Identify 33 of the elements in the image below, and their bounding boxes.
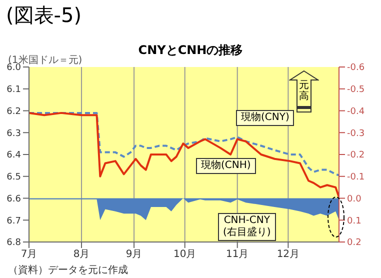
x-tick-label: 9月	[126, 249, 142, 260]
y2-tick-label: -0.5	[347, 85, 365, 96]
y-tick-label: 6.5	[6, 172, 21, 183]
text: （資料）データを元に作成	[8, 264, 128, 277]
text: (図表-5)	[6, 2, 82, 29]
y2-tick-label: 0.0	[347, 194, 362, 204]
y-tick-label: 6.2	[6, 106, 21, 117]
chart-title: CNYとCNHの推移	[138, 43, 243, 57]
y-tick-label: 6.7	[6, 216, 21, 226]
y-tick-label: 6.0	[6, 63, 22, 74]
y2-tick-label: 0.1	[347, 216, 362, 226]
x-tick-label: 11月	[226, 249, 249, 260]
y-tick-label: 6.3	[6, 128, 21, 139]
y2-tick-label: -0.4	[347, 106, 365, 117]
y2-tick-label: 0.2	[347, 238, 362, 248]
y2-tick-label: -0.6	[347, 63, 365, 74]
annotation: 元高	[298, 80, 310, 102]
y2-tick-label: -0.2	[347, 150, 365, 161]
y-tick-label: 6.4	[6, 150, 22, 161]
y-tick-label: 6.1	[6, 85, 21, 96]
x-tick-label: 12月	[276, 249, 300, 260]
series-label: CNH-CNY (右目盛り)	[218, 213, 276, 241]
x-tick-label: 7月	[20, 249, 38, 260]
series-label: 現物(CNY)	[236, 110, 294, 126]
y2-tick-label: -0.3	[347, 128, 365, 139]
x-tick-label: 10月	[173, 249, 196, 260]
series-label: 現物(CNH)	[196, 158, 256, 174]
y-tick-label: 6.8	[6, 238, 22, 248]
line-series	[29, 112, 339, 176]
x-tick-label: 8月	[73, 249, 90, 260]
y2-tick-label: -0.1	[347, 172, 365, 183]
line-series	[29, 112, 339, 198]
y-tick-label: 6.6	[6, 194, 22, 204]
